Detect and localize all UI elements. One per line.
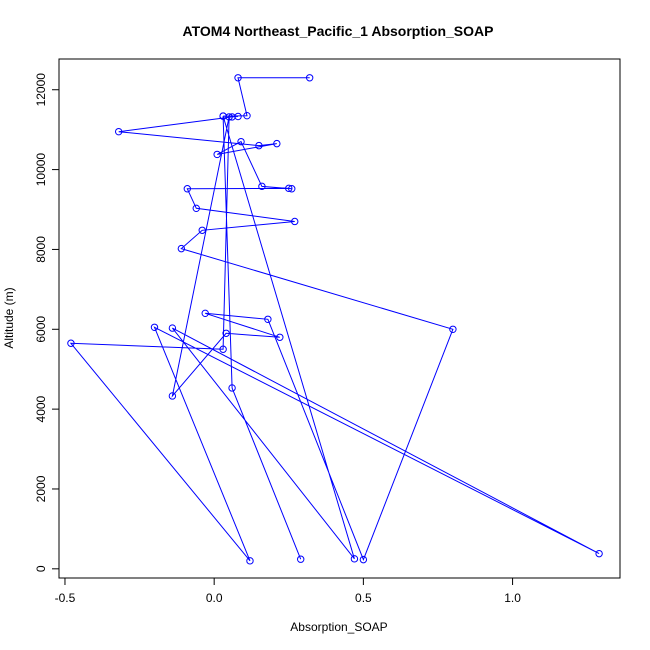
data-point — [449, 325, 457, 333]
data-point — [177, 244, 186, 253]
x-tick-label: 1.0 — [504, 591, 521, 605]
data-point — [291, 217, 299, 226]
data-point — [243, 111, 251, 120]
y-tick-label: 6000 — [34, 316, 48, 343]
data-point — [234, 74, 242, 82]
data-point — [168, 392, 177, 400]
data-point — [246, 557, 254, 565]
data-point — [255, 141, 263, 150]
data-point — [297, 555, 305, 563]
data-point — [305, 74, 314, 82]
x-tick-label: -0.5 — [55, 591, 76, 605]
data-point — [67, 339, 75, 347]
y-tick-label: 2000 — [34, 475, 48, 502]
y-tick-label: 10000 — [34, 153, 48, 187]
chart-title: ATOM4 Northeast_Pacific_1 Absorption_SOA… — [183, 23, 494, 39]
data-point — [228, 113, 236, 121]
data-point — [595, 549, 603, 558]
data-point — [276, 333, 284, 341]
data-point — [350, 555, 359, 563]
y-tick-label: 4000 — [34, 395, 48, 422]
data-point — [183, 185, 192, 193]
x-tick-label: 0.5 — [355, 591, 372, 605]
x-axis-label: Absorption_SOAP — [290, 620, 387, 634]
data-point — [168, 324, 177, 332]
data-point — [219, 112, 227, 120]
data-point — [228, 384, 236, 392]
y-tick-label: 8000 — [34, 236, 48, 263]
data-point — [201, 309, 209, 318]
data-point — [285, 184, 293, 193]
data-point — [237, 137, 245, 146]
data-point — [222, 329, 230, 337]
data-point — [114, 127, 123, 136]
data-point — [264, 315, 272, 323]
data-point — [150, 323, 159, 331]
y-tick-label: 12000 — [34, 73, 48, 107]
y-axis-label: Altitude (m) — [2, 287, 16, 348]
data-point — [258, 182, 266, 191]
data-point — [213, 150, 221, 159]
series-line — [69, 77, 600, 562]
x-axis: -0.5 0.0 0.5 1.0 — [55, 577, 521, 605]
x-tick-label: 0.0 — [206, 591, 223, 605]
y-axis: 0 2000 4000 6000 8000 10000 12000 — [34, 73, 60, 572]
data-point — [359, 555, 368, 564]
data-point — [219, 345, 227, 353]
series-layer — [67, 74, 603, 565]
data-point — [198, 226, 206, 234]
data-point — [288, 185, 296, 193]
y-tick-label: 0 — [34, 565, 48, 572]
data-point — [192, 204, 200, 213]
data-point — [273, 139, 281, 148]
